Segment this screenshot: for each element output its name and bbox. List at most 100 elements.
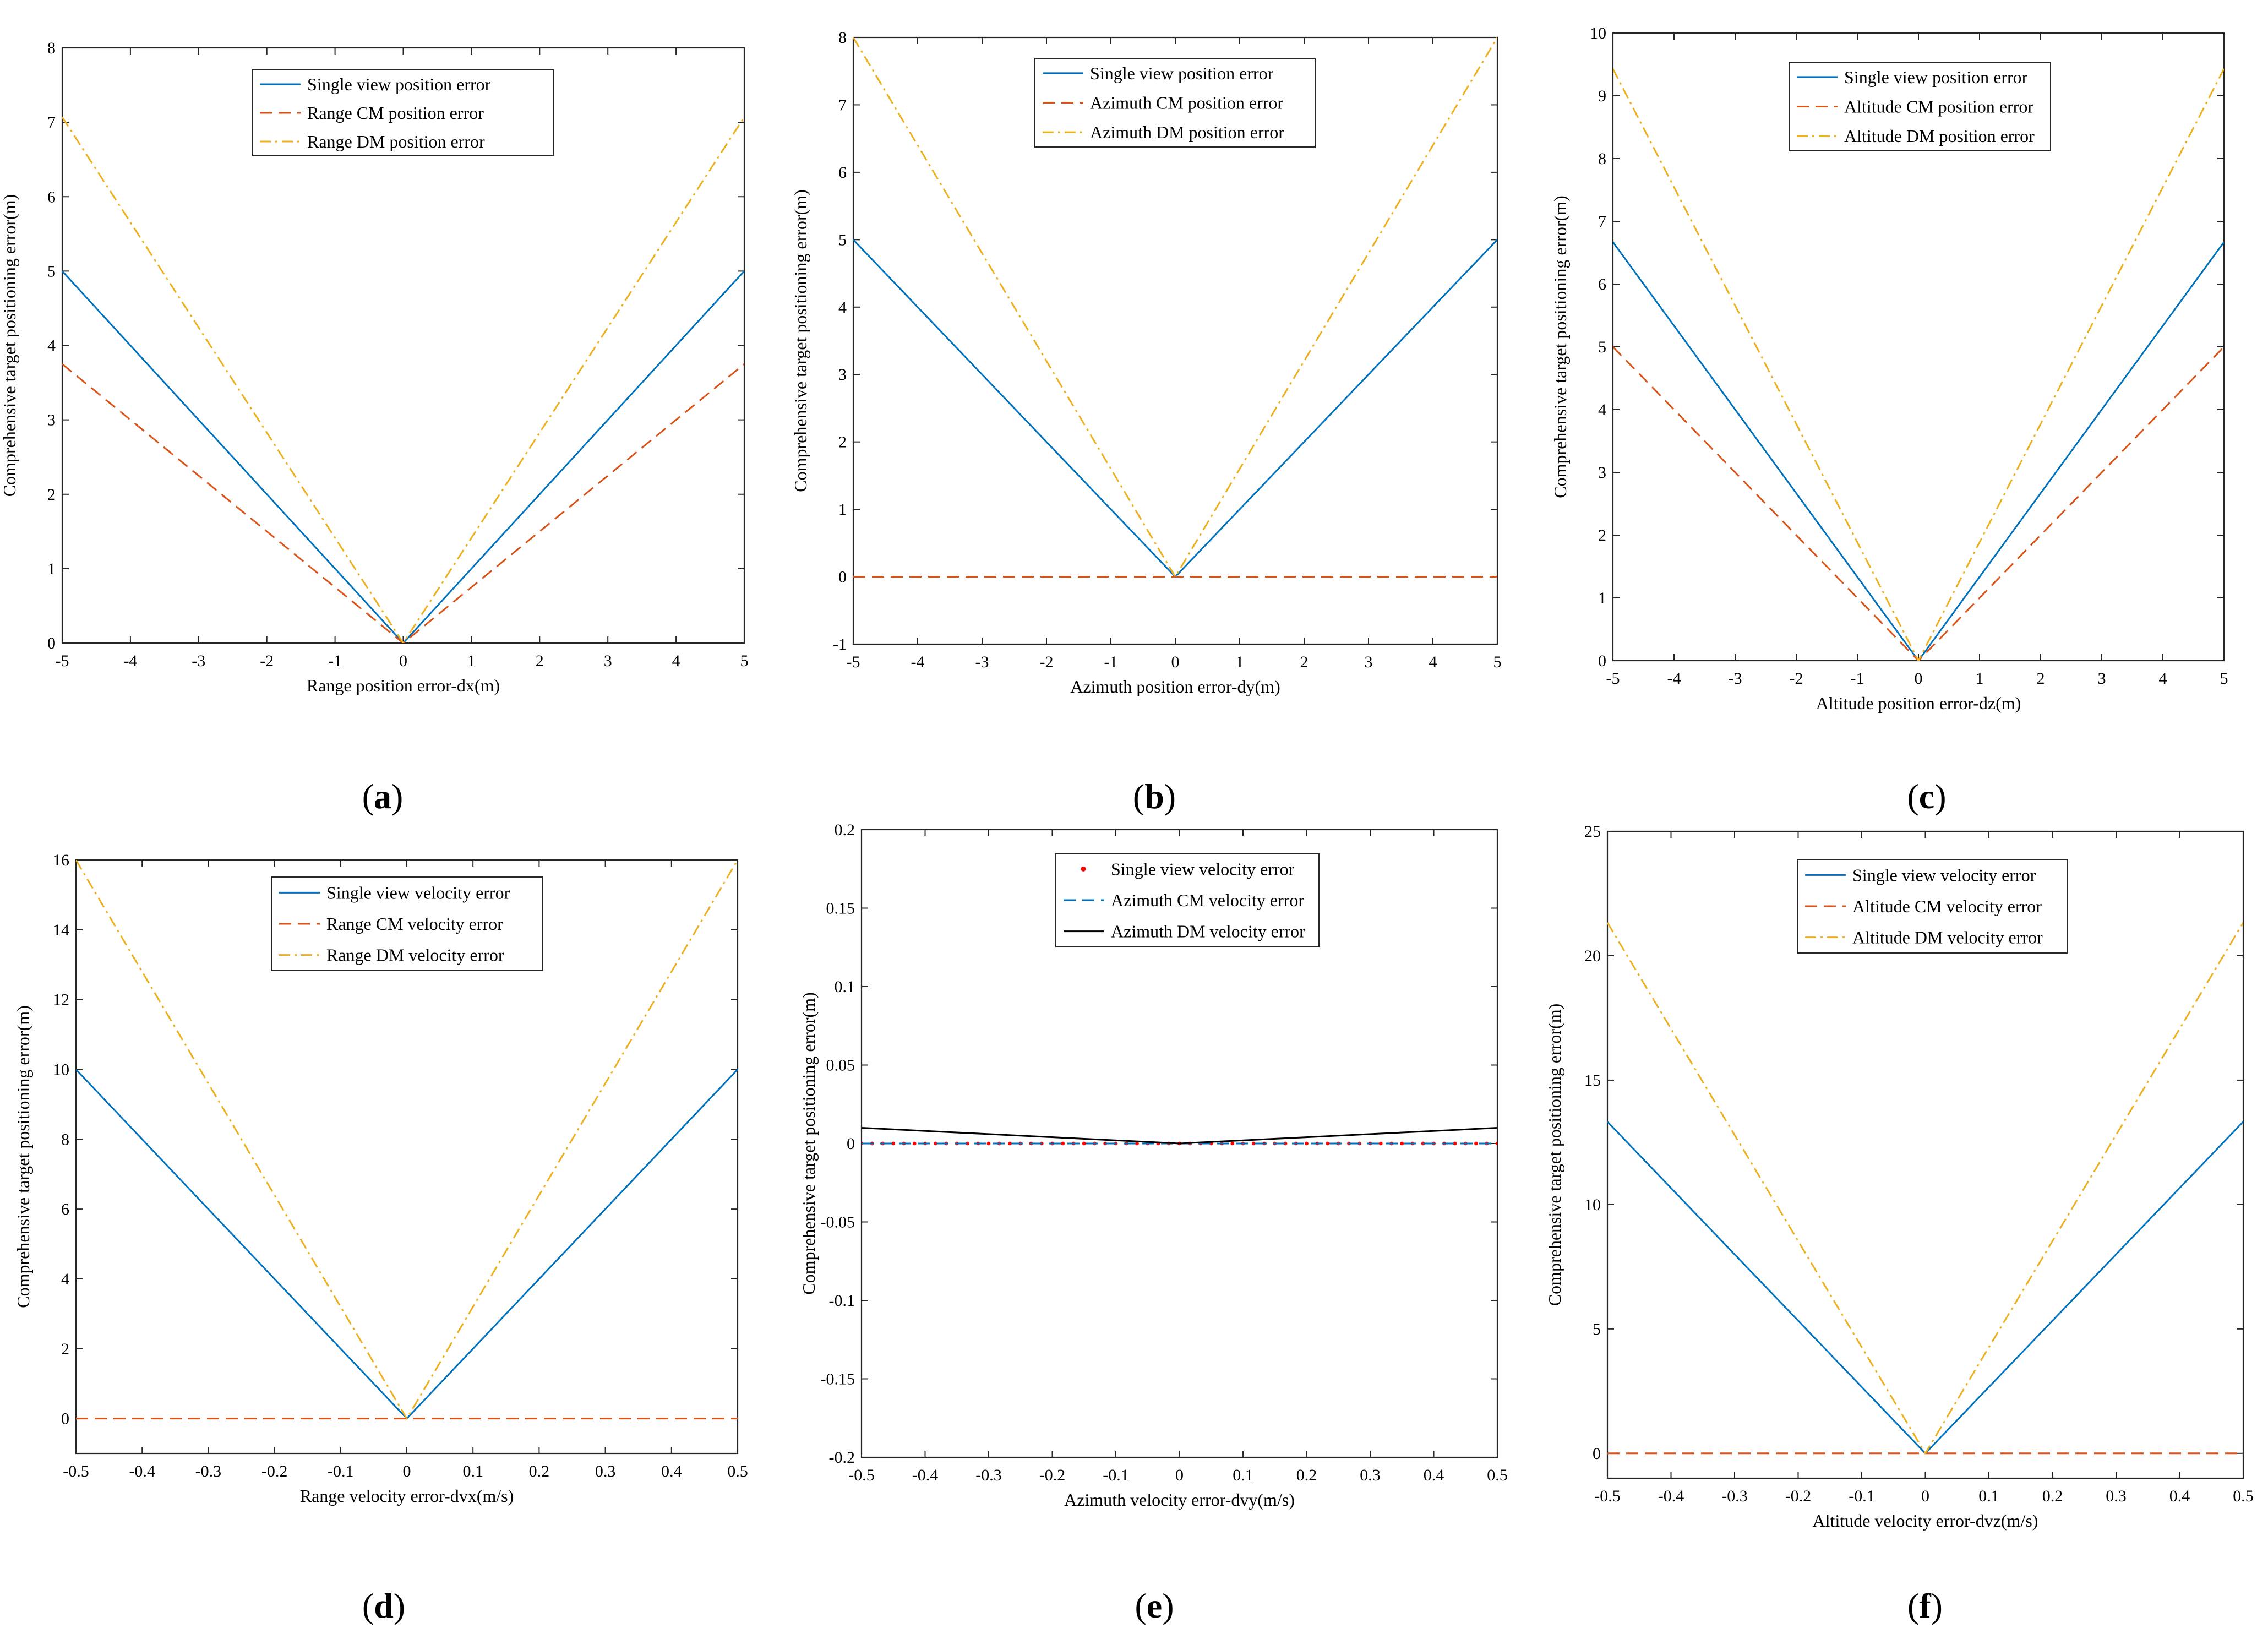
y-tick-label: 0 bbox=[61, 1410, 69, 1428]
y-tick-label: 0 bbox=[1598, 652, 1606, 670]
data-point bbox=[1305, 1141, 1309, 1146]
x-tick-label: 0.1 bbox=[1978, 1487, 1999, 1505]
panel-e: -0.5 -0.4 -0.3 -0.2 -0.1 0 0.1 0.2 0.3 0.4 0.5 -0.2… bbox=[799, 821, 1508, 1625]
y-tick-label: 6 bbox=[1598, 275, 1606, 293]
y-tick-label: 9 bbox=[1598, 87, 1606, 105]
y-tick-label: 4 bbox=[61, 1270, 69, 1288]
y-tick-label: 12 bbox=[53, 991, 69, 1009]
x-tick-label: -5 bbox=[56, 652, 69, 670]
data-point bbox=[1400, 1141, 1404, 1146]
x-tick-label: -4 bbox=[911, 653, 925, 671]
y-tick-label: 8 bbox=[47, 39, 56, 57]
x-tick-label: -0.5 bbox=[1594, 1487, 1621, 1505]
x-tick-label: 4 bbox=[672, 652, 680, 670]
y-tick-label: 4 bbox=[1598, 401, 1606, 419]
legend-label: Azimuth CM velocity error bbox=[1111, 890, 1304, 910]
x-tick-label: -0.2 bbox=[261, 1462, 288, 1480]
legend: Single view velocity error Range CM veloc… bbox=[271, 876, 543, 971]
legend-label: Altitude DM position error bbox=[1844, 126, 2035, 146]
y-tick-label: 16 bbox=[53, 851, 69, 869]
data-point bbox=[1326, 1141, 1330, 1146]
x-tick-label: -0.3 bbox=[1721, 1487, 1748, 1505]
x-tick-label: -2 bbox=[1040, 653, 1054, 671]
x-tick-label: -2 bbox=[260, 652, 274, 670]
legend-label: Altitude DM velocity error bbox=[1852, 928, 2043, 947]
x-axis-label: Range velocity error-dvx(m/s) bbox=[300, 1486, 514, 1506]
legend-label: Single view velocity error bbox=[1111, 859, 1295, 879]
y-tick-label: 2 bbox=[838, 433, 847, 451]
legend: Single view position error Altitude CM po… bbox=[1789, 62, 2051, 151]
y-tick-label: 4 bbox=[47, 337, 56, 355]
x-tick-label: 5 bbox=[1493, 653, 1502, 671]
data-point bbox=[1495, 1141, 1497, 1146]
legend-label: Azimuth DM position error bbox=[1090, 122, 1284, 142]
data-point bbox=[1230, 1141, 1235, 1146]
x-tick-label: 0.2 bbox=[2042, 1487, 2063, 1505]
data-point bbox=[1453, 1141, 1457, 1146]
caption-letter: d bbox=[374, 1586, 394, 1625]
caption-close: ) bbox=[391, 777, 403, 816]
y-tick-label: 0 bbox=[47, 634, 56, 652]
y-tick-label: 7 bbox=[1598, 213, 1606, 231]
y-axis-label: Comprehensive target positioning error(m… bbox=[799, 992, 819, 1295]
x-tick-label: 0.3 bbox=[1360, 1466, 1381, 1484]
y-tick-label: 1 bbox=[838, 500, 847, 519]
panel-b: -5 -4 -3 -2 -1 0 1 2 3 4 5 -1 0 1 2 3 4 5 6 7 8 Azimuth posit… bbox=[790, 29, 1502, 816]
x-tick-label: -5 bbox=[847, 653, 860, 671]
x-tick-label: -0.2 bbox=[1785, 1487, 1812, 1505]
panel-caption: (a) bbox=[362, 777, 404, 816]
series-line-3 bbox=[76, 860, 738, 1420]
x-tick-label: -0.5 bbox=[848, 1466, 875, 1484]
x-tick-label: 4 bbox=[2159, 669, 2167, 688]
series-group bbox=[62, 116, 744, 643]
y-axis-label: Comprehensive target positioning error(m… bbox=[0, 194, 19, 497]
panel-caption: (d) bbox=[362, 1586, 405, 1625]
x-axis-label: Range position error-dx(m) bbox=[307, 676, 500, 695]
x-tick-label: -0.1 bbox=[328, 1462, 354, 1480]
x-tick-label: -4 bbox=[1667, 669, 1681, 688]
x-tick-label: 0 bbox=[1921, 1487, 1929, 1505]
data-point bbox=[1008, 1141, 1012, 1146]
data-point bbox=[934, 1141, 938, 1146]
x-tick-label: 5 bbox=[740, 652, 749, 670]
y-tick-label: -0.15 bbox=[821, 1370, 855, 1388]
data-point bbox=[1474, 1141, 1478, 1146]
y-tick-label: 14 bbox=[53, 921, 69, 939]
y-tick-label: 2 bbox=[1598, 526, 1606, 544]
y-tick-label: 0 bbox=[1593, 1445, 1601, 1463]
series-group bbox=[1607, 922, 2243, 1455]
x-tick-label: 0.1 bbox=[1233, 1466, 1253, 1484]
legend-label: Range DM position error bbox=[307, 132, 485, 151]
x-tick-label: -0.4 bbox=[912, 1466, 939, 1484]
x-axis-label: Azimuth position error-dy(m) bbox=[1070, 677, 1280, 696]
data-point bbox=[986, 1141, 991, 1146]
x-tick-label: 0 bbox=[1171, 653, 1180, 671]
caption-open: ( bbox=[362, 777, 374, 816]
legend: Single view position error Azimuth CM pos… bbox=[1034, 58, 1316, 148]
x-tick-label: -1 bbox=[1104, 653, 1118, 671]
legend: Single view velocity error Altitude CM ve… bbox=[1797, 859, 2068, 954]
y-tick-label: 0.15 bbox=[826, 900, 855, 918]
legend-label: Single view position error bbox=[307, 74, 491, 94]
x-tick-label: -1 bbox=[1851, 669, 1864, 688]
x-axis-label: Altitude position error-dz(m) bbox=[1816, 693, 2021, 713]
legend: Single view position error Range CM posit… bbox=[252, 69, 554, 156]
x-tick-label: -0.2 bbox=[1039, 1466, 1066, 1484]
panel-c: -5 -4 -3 -2 -1 0 1 2 3 4 5 0 1 2 3 4 5 6 7 8 9 10 Altitude pos… bbox=[1550, 24, 2228, 816]
y-tick-label: 0.1 bbox=[835, 978, 855, 996]
y-tick-label: 10 bbox=[53, 1060, 69, 1079]
series-line-3 bbox=[62, 116, 744, 643]
x-axis-label: Azimuth velocity error-dvy(m/s) bbox=[1064, 1490, 1295, 1510]
y-tick-label: 25 bbox=[1584, 823, 1601, 841]
x-tick-label: 2 bbox=[536, 652, 544, 670]
caption-close: ) bbox=[1934, 777, 1946, 816]
series-line-3 bbox=[862, 1127, 1497, 1145]
x-tick-label: 0.5 bbox=[1487, 1466, 1508, 1484]
x-tick-label: -2 bbox=[1790, 669, 1803, 688]
x-tick-label: -0.1 bbox=[1849, 1487, 1875, 1505]
x-tick-label: 0.4 bbox=[1424, 1466, 1444, 1484]
legend-label: Single view position error bbox=[1844, 67, 2028, 87]
x-tick-label: 0 bbox=[399, 652, 407, 670]
x-tick-label: 1 bbox=[467, 652, 476, 670]
